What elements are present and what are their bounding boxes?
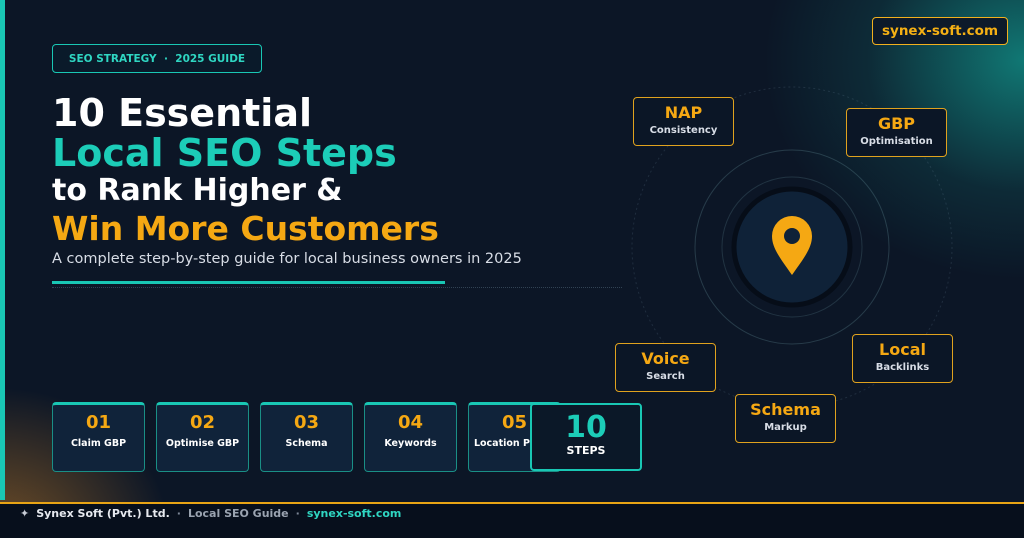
orbit-label: Schema Markup [735, 394, 836, 443]
orbit-label: Local Backlinks [852, 334, 953, 383]
orbit-label: Voice Search [615, 343, 716, 392]
step-number: 02 [189, 412, 216, 433]
total-number: 10 [565, 410, 607, 445]
category-badge: SEO STRATEGY · 2025 GUIDE [52, 44, 262, 73]
title-line: Win More Customers [52, 209, 439, 248]
footer-separator: · [295, 507, 300, 520]
orbit-subtitle: Optimisation [860, 136, 933, 147]
footer-company: Synex Soft (Pvt.) Ltd. [36, 507, 170, 520]
step-card: 01 Claim GBP [52, 402, 145, 472]
orbit-title: NAP [664, 103, 703, 122]
dotted-line [52, 287, 622, 288]
step-card: 03 Schema [260, 402, 353, 472]
footer-guide: Local SEO Guide [187, 507, 289, 520]
title-line: Local SEO Steps [52, 131, 397, 175]
step-number: 03 [293, 412, 320, 433]
step-number: 04 [397, 412, 424, 433]
footer-text: ✦ Synex Soft (Pvt.) Ltd. · Local SEO Gui… [20, 507, 401, 520]
orbit-label: GBP Optimisation [846, 108, 947, 157]
step-label: Location Pages [473, 438, 556, 449]
title-line: to Rank Higher & [52, 173, 343, 208]
orbit-subtitle: Backlinks [875, 362, 930, 373]
step-label: Optimise GBP [165, 438, 240, 449]
total-label: STEPS [566, 444, 606, 457]
orbit-title: Schema [750, 400, 821, 419]
orbit-title: Local [879, 340, 926, 359]
footer-icon: ✦ [20, 507, 30, 520]
orbit-subtitle: Search [646, 371, 685, 382]
step-label: Claim GBP [70, 438, 127, 449]
accent-bar [0, 0, 5, 500]
step-number: 05 [501, 412, 528, 433]
step-label: Keywords [384, 438, 437, 449]
orbit-label: NAP Consistency [633, 97, 734, 146]
orbit-subtitle: Markup [764, 422, 807, 433]
footer-separator: · [176, 507, 181, 520]
orbit-subtitle: Consistency [649, 125, 718, 136]
orbit-graphic [631, 86, 953, 408]
orbit-title: Voice [641, 349, 690, 368]
step-card: 04 Keywords [364, 402, 457, 472]
domain-badge: synex-soft.com [872, 17, 1008, 45]
total-steps: 10 STEPS [530, 403, 642, 471]
footer-site: synex-soft.com [306, 507, 402, 520]
step-number: 01 [85, 412, 112, 433]
orbit-title: GBP [877, 114, 916, 133]
step-card: 02 Optimise GBP [156, 402, 249, 472]
footer [0, 502, 1024, 538]
title-line: 10 Essential [52, 91, 312, 135]
subtitle: A complete step-by-step guide for local … [52, 251, 522, 267]
step-label: Schema [285, 438, 328, 449]
divider [52, 281, 445, 284]
